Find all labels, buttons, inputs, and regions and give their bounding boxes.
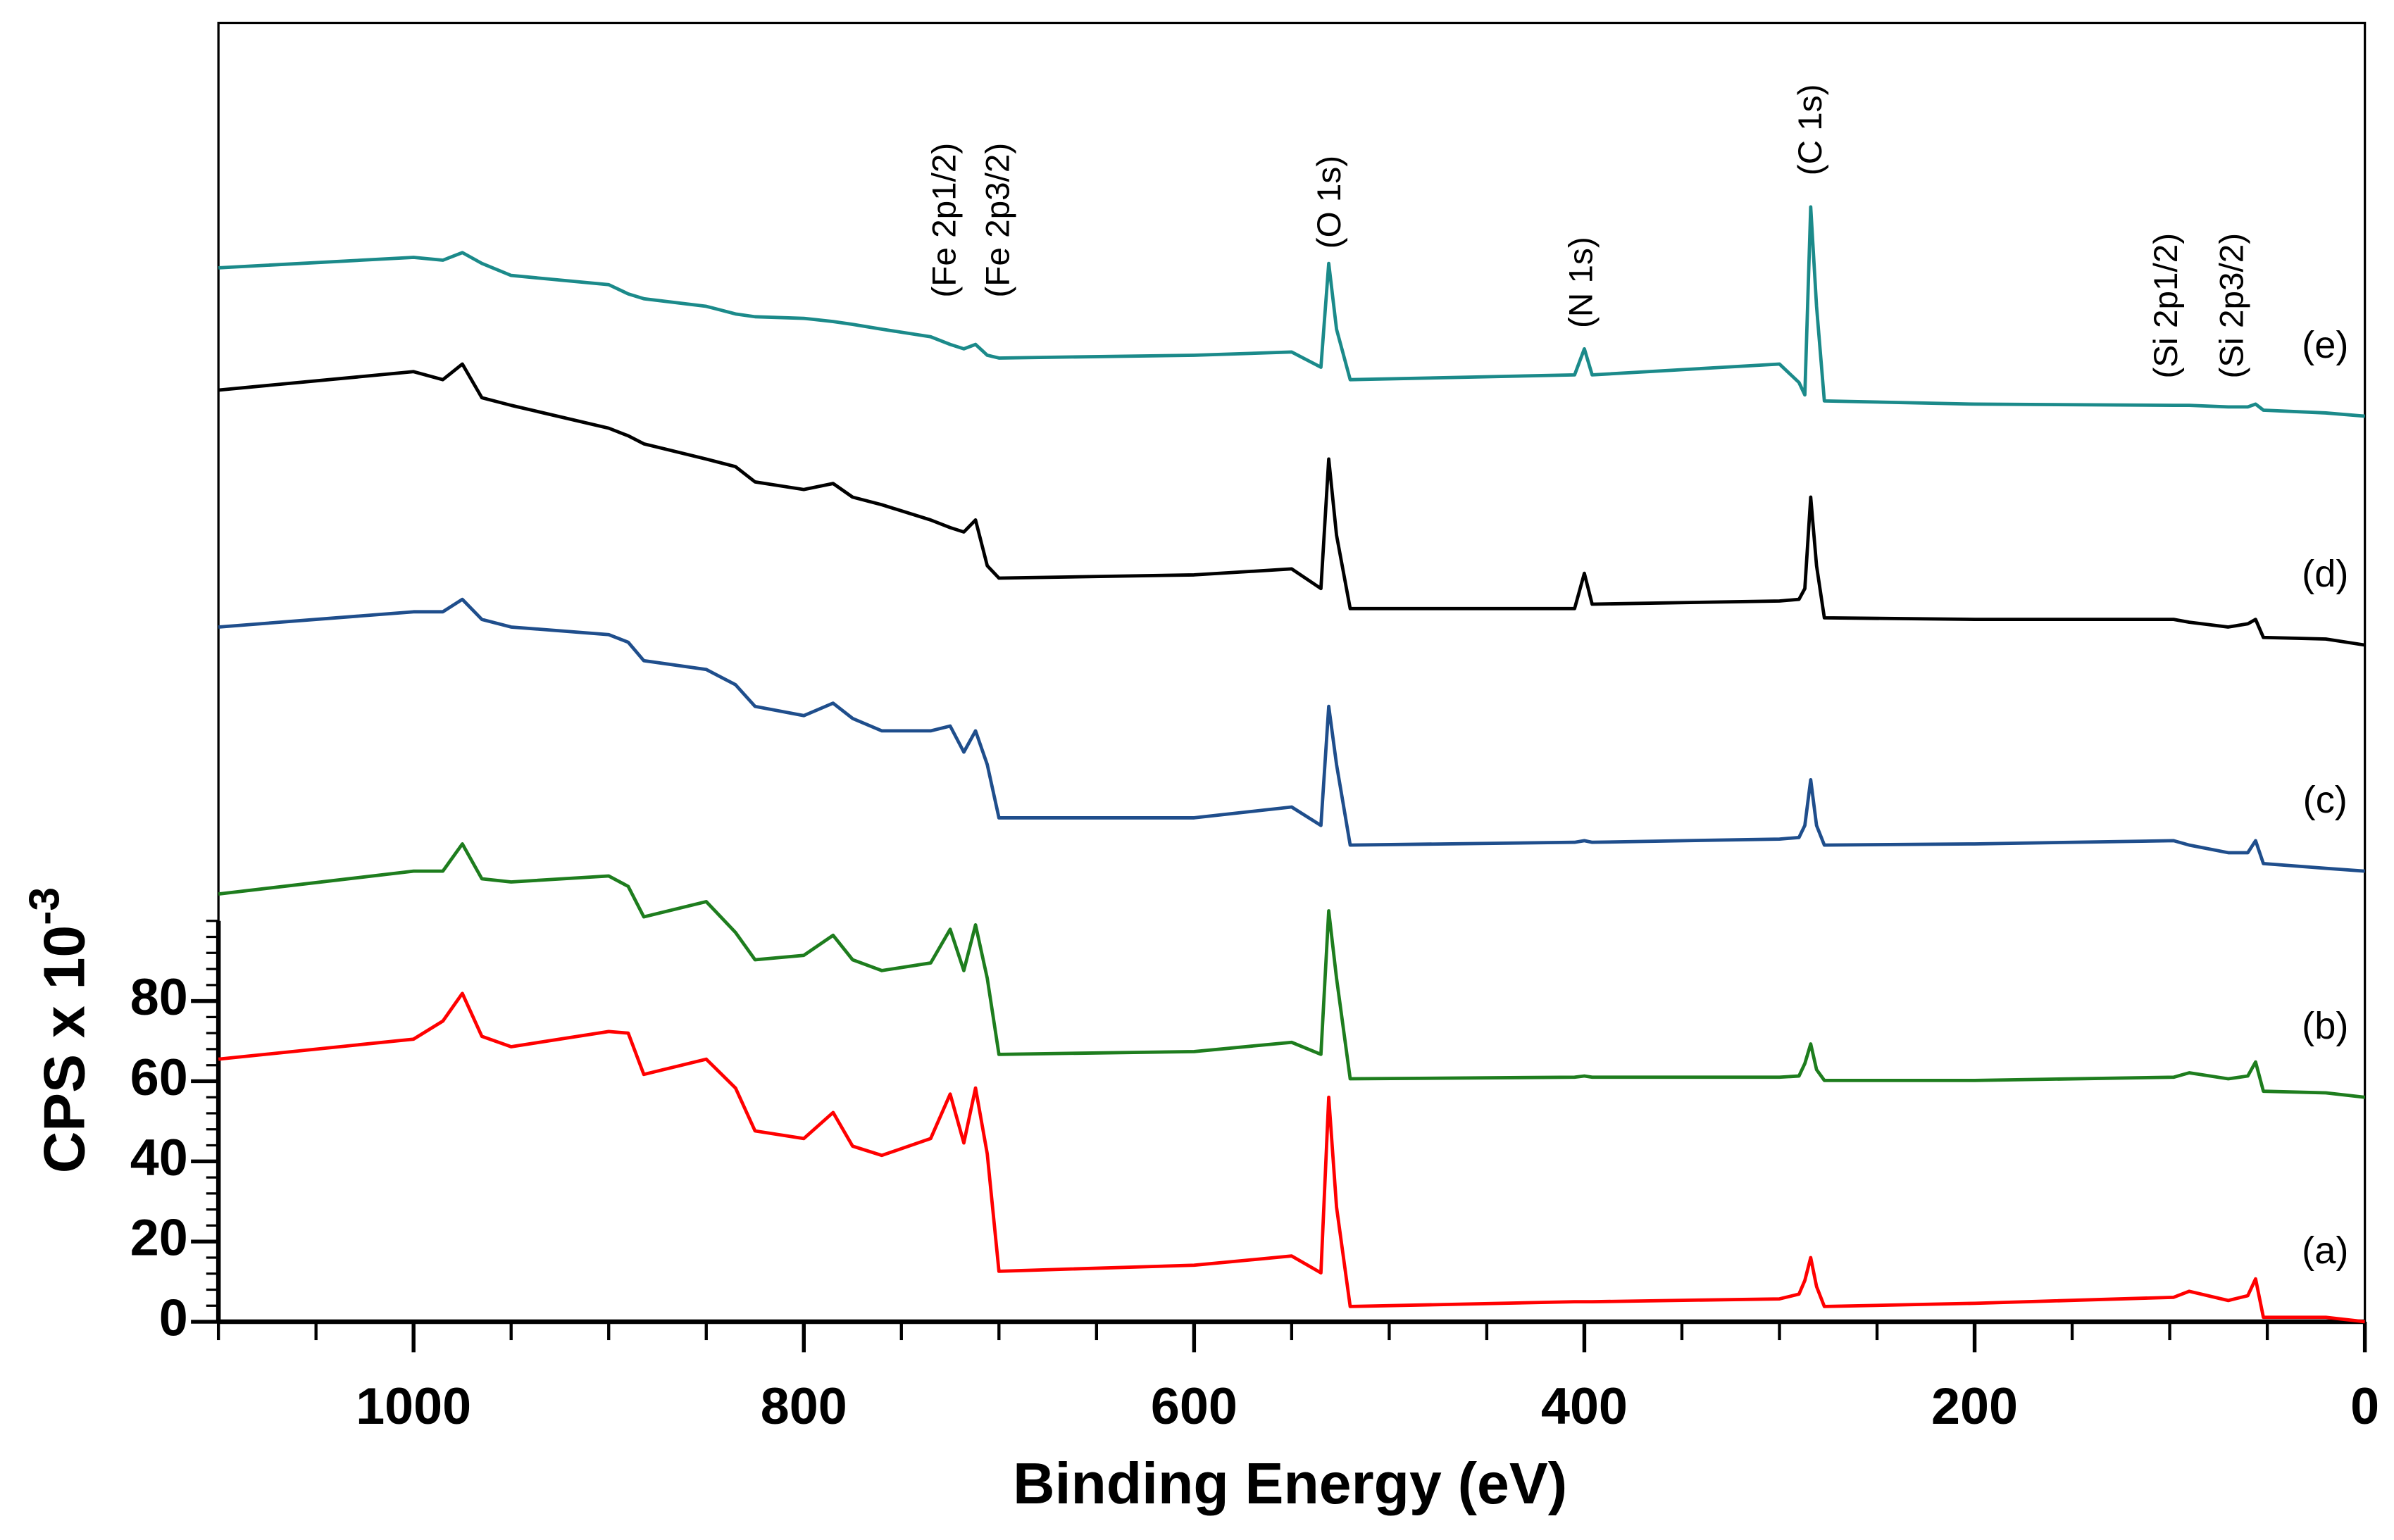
series-label: (a): [2302, 1229, 2348, 1272]
peak-annotation: (O 1s): [1311, 156, 1348, 249]
series-label: (e): [2302, 324, 2348, 366]
x-tick-label: 0: [2350, 1377, 2379, 1435]
x-tick-label: 800: [761, 1377, 847, 1435]
series-line: [218, 842, 2365, 1099]
y-tick-label: 20: [130, 1208, 188, 1267]
series-line: [218, 362, 2365, 647]
y-tick-label: 80: [130, 968, 188, 1026]
peak-annotation: (C 1s): [1792, 84, 1829, 175]
series-label: (d): [2302, 553, 2348, 595]
peak-annotation: (Si 2p3/2): [2213, 233, 2250, 379]
y-tick-label: 0: [159, 1289, 188, 1347]
series-line: [218, 597, 2365, 873]
y-axis-title-exponent: -3: [20, 887, 68, 925]
series-label: (c): [2303, 779, 2348, 821]
x-axis-title: Binding Energy (eV): [1013, 1451, 1567, 1516]
x-tick-label: 600: [1151, 1377, 1237, 1435]
y-tick-label: 60: [130, 1048, 188, 1106]
x-tick-label: 400: [1541, 1377, 1628, 1435]
series-line: [218, 205, 2365, 418]
y-axis-title-base: CPS x 10: [32, 925, 96, 1174]
peak-annotation: (Si 2p1/2): [2147, 233, 2185, 379]
y-axis-title: CPS x 10-3: [20, 887, 96, 1173]
peak-annotation: (Fe 2p1/2): [926, 143, 964, 298]
peak-annotation: (N 1s): [1563, 237, 1600, 328]
x-tick-label: 1000: [356, 1377, 471, 1435]
series-line: [218, 991, 2365, 1324]
y-tick-label: 40: [130, 1128, 188, 1187]
x-tick-label: 200: [1931, 1377, 2018, 1435]
series-label: (b): [2302, 1005, 2348, 1047]
peak-annotation: (Fe 2p3/2): [980, 143, 1017, 298]
